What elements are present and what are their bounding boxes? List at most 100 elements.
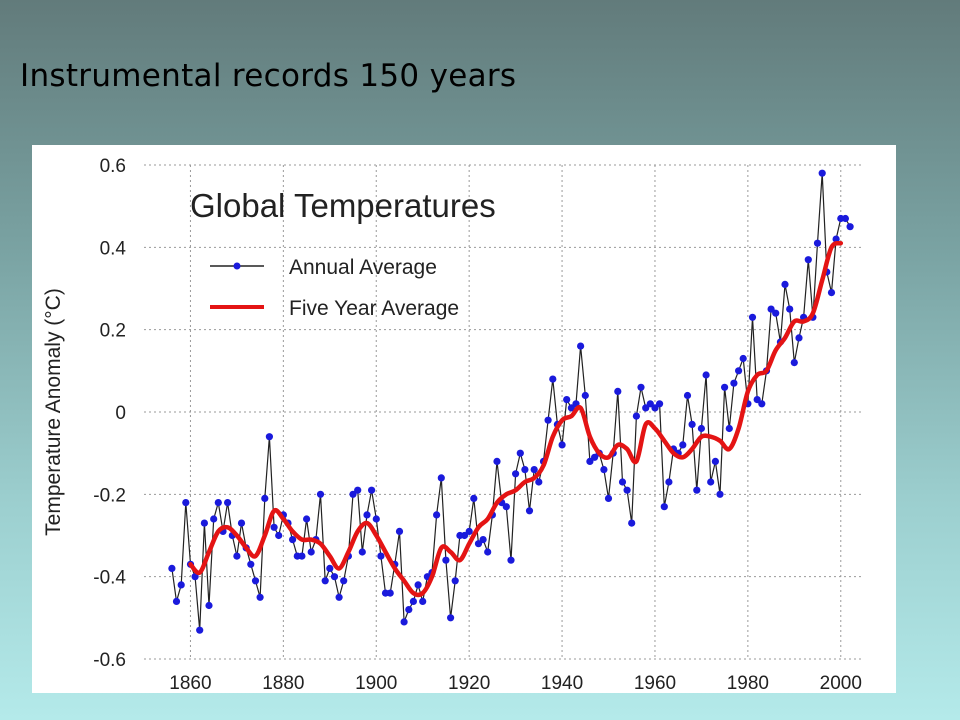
annual-average-point (614, 387, 622, 395)
annual-average-point (442, 556, 450, 564)
annual-average-point (841, 214, 850, 223)
annual-average-point (205, 601, 213, 610)
annual-average-point (725, 424, 733, 433)
annual-average-point (618, 478, 627, 486)
annual-average-point (256, 593, 264, 601)
annual-average-point (581, 391, 589, 400)
x-tick-label: 1940 (541, 673, 583, 693)
legend-five-year-label: Five Year Average (289, 297, 459, 320)
x-tick-label: 2000 (820, 673, 862, 693)
annual-average-point (683, 391, 692, 400)
annual-average-point (349, 490, 357, 498)
annual-average-point (484, 548, 492, 556)
y-tick-label: 0 (115, 403, 126, 424)
x-tick-label: 1900 (355, 673, 397, 693)
annual-average-point (716, 490, 724, 498)
annual-average-point (651, 404, 659, 412)
annual-average-point (628, 519, 636, 527)
annual-average-point (470, 494, 478, 502)
annual-average-point (558, 441, 566, 449)
annual-average-point (827, 289, 836, 297)
annual-average-point (753, 396, 761, 404)
annual-average-point (289, 536, 297, 544)
legend: Annual Average Five Year Average (210, 256, 459, 320)
annual-average-point (772, 309, 780, 317)
chart-panel: -0.6 -0.4 -0.2 0 0.2 0.4 0.6 1860 1880 1900 1920 1… (32, 145, 896, 693)
annual-average-point (316, 490, 325, 498)
annual-average-point (372, 515, 380, 523)
annual-average-point (251, 577, 260, 585)
chart-title: Global Temperatures (190, 187, 496, 224)
x-tick-label: 1860 (169, 673, 211, 693)
annual-average-point (321, 577, 329, 585)
annual-average-point (465, 527, 473, 535)
slide-title: Instrumental records 150 years (20, 58, 517, 94)
annual-average-point (637, 383, 645, 391)
y-axis-label: Temperature Anomaly (°C) (42, 288, 65, 536)
annual-average-point (479, 536, 487, 544)
five-year-average-series (188, 240, 844, 598)
annual-average-point (275, 531, 283, 540)
annual-average-point (591, 453, 599, 461)
annual-average-point (656, 400, 664, 408)
annual-average-point (818, 169, 826, 177)
annual-average-point (354, 486, 362, 494)
annual-average-point (516, 449, 524, 457)
annual-average-point (400, 618, 408, 626)
annual-average-point (721, 383, 729, 391)
annual-average-point (702, 371, 710, 379)
legend-annual-label: Annual Average (289, 256, 437, 279)
annual-average-point (182, 499, 190, 507)
annual-average-point (191, 573, 199, 581)
annual-average-point (340, 577, 348, 585)
annual-average-point (781, 280, 789, 288)
annual-average-point (405, 606, 413, 614)
annual-average-point (460, 531, 469, 540)
annual-average-point (735, 367, 743, 375)
annual-average-point (632, 412, 641, 420)
y-tick-label: 0.2 (100, 321, 126, 342)
temperature-chart: -0.6-0.4-0.200.20.40.6 1860 1880 1900 1920 1… (42, 156, 864, 693)
y-tick-labels: -0.6 -0.4 -0.2 0 0.2 0.4 0.6 (93, 156, 126, 671)
annual-average-point (804, 256, 812, 264)
annual-average-point (200, 519, 208, 527)
annual-average-point (697, 424, 706, 433)
annual-average-point (363, 511, 371, 519)
annual-average-point (265, 433, 273, 441)
annual-average-point (326, 564, 334, 572)
annual-average-point (567, 404, 576, 412)
annual-average-point (642, 404, 650, 412)
annual-average-point (437, 474, 445, 482)
y-tick-label: -0.6 (93, 650, 126, 671)
legend-annual-marker (233, 262, 241, 270)
annual-average-point (693, 486, 701, 494)
annual-average-point (739, 354, 747, 363)
annual-average-point (623, 486, 631, 494)
annual-average-point (298, 552, 306, 560)
annual-average-point (168, 564, 176, 572)
annual-average-point (832, 235, 840, 243)
x-tick-label: 1980 (727, 673, 769, 693)
annual-average-point (358, 548, 366, 556)
annual-average-point (604, 494, 613, 502)
annual-average-point (409, 597, 417, 605)
y-tick-label: 0.4 (100, 238, 127, 259)
annual-average-point (419, 597, 427, 605)
annual-average-point (210, 515, 218, 523)
y-tick-label: 0.6 (100, 156, 126, 177)
annual-average-point (247, 560, 255, 568)
annual-average-point (261, 494, 269, 502)
annual-average-point (707, 478, 715, 486)
annual-average-point (600, 466, 608, 474)
annual-average-point (525, 507, 534, 515)
annual-average-point (196, 626, 204, 634)
annual-average-point (502, 503, 510, 511)
annual-average-point (758, 400, 766, 408)
annual-average-point (493, 457, 501, 465)
annual-average-point (507, 556, 515, 564)
annual-average-point (586, 457, 594, 465)
grid-lines (144, 164, 864, 660)
annual-average-point (544, 416, 552, 424)
five-year-average-line (188, 240, 844, 598)
annual-average-point (447, 614, 455, 622)
